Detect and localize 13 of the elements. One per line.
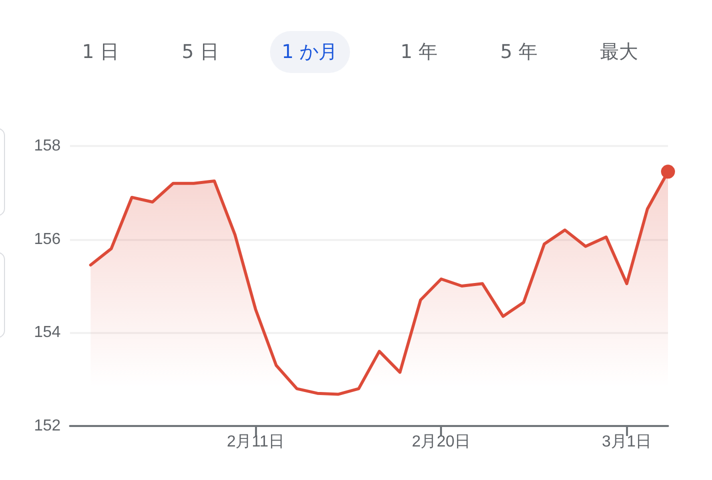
- y-tick-label: 152: [34, 418, 61, 434]
- x-tick-label: 3月1日: [602, 434, 652, 450]
- y-tick-label: 156: [34, 230, 61, 248]
- x-tick-label: 2月20日: [412, 434, 471, 450]
- x-tick-label: 2月11日: [226, 434, 284, 450]
- text: 1 年: [388, 31, 450, 73]
- y-tick-label: 158: [34, 138, 61, 154]
- text: 5 年: [488, 31, 550, 73]
- text: 最大: [588, 31, 650, 73]
- y-tick-label: 154: [34, 324, 61, 342]
- text: 1 か月: [270, 31, 350, 73]
- text: 5 日: [170, 31, 231, 73]
- text: 1 日: [70, 31, 132, 73]
